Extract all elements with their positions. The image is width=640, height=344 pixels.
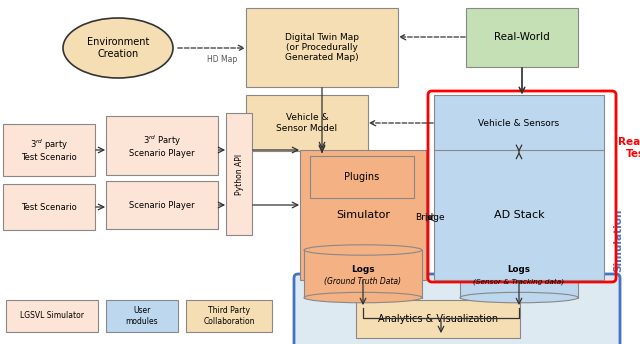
Text: Python API: Python API: [234, 153, 243, 195]
Text: User
modules: User modules: [125, 306, 158, 326]
Text: Logs: Logs: [508, 265, 531, 273]
Text: LGSVL Simulator: LGSVL Simulator: [20, 312, 84, 321]
Text: Bridge: Bridge: [415, 214, 445, 223]
Ellipse shape: [63, 18, 173, 78]
FancyBboxPatch shape: [310, 156, 414, 198]
FancyBboxPatch shape: [106, 181, 218, 229]
FancyBboxPatch shape: [466, 8, 578, 67]
Text: Logs: Logs: [351, 265, 375, 273]
FancyBboxPatch shape: [356, 300, 520, 338]
Text: Third Party
Collaboration: Third Party Collaboration: [204, 306, 255, 326]
Ellipse shape: [304, 245, 422, 255]
Text: Digital Twin Map
(or Procedurally
Generated Map): Digital Twin Map (or Procedurally Genera…: [285, 33, 359, 62]
Text: Test Scenario: Test Scenario: [21, 203, 77, 212]
FancyBboxPatch shape: [3, 124, 95, 176]
Ellipse shape: [460, 292, 578, 303]
FancyBboxPatch shape: [226, 113, 252, 235]
FancyBboxPatch shape: [186, 300, 272, 332]
Text: Analytics & Visualization: Analytics & Visualization: [378, 314, 498, 324]
Text: (Sensor & Tracking data): (Sensor & Tracking data): [474, 279, 564, 285]
FancyBboxPatch shape: [246, 8, 398, 87]
Text: Vehicle &
Sensor Model: Vehicle & Sensor Model: [276, 113, 337, 133]
Text: Scenario Player: Scenario Player: [129, 201, 195, 209]
Ellipse shape: [460, 245, 578, 255]
Ellipse shape: [304, 292, 422, 303]
FancyBboxPatch shape: [434, 150, 604, 280]
Text: (Ground Truth Data): (Ground Truth Data): [324, 277, 401, 286]
Text: Real Road
Testing: Real Road Testing: [618, 137, 640, 159]
FancyBboxPatch shape: [294, 274, 620, 344]
FancyBboxPatch shape: [300, 150, 426, 280]
FancyBboxPatch shape: [434, 95, 604, 151]
Text: Vehicle & Sensors: Vehicle & Sensors: [479, 118, 559, 128]
Bar: [460, 250, 578, 298]
Text: Simulator: Simulator: [336, 210, 390, 220]
FancyBboxPatch shape: [246, 95, 368, 151]
Text: 3$^{rd}$ party
Test Scenario: 3$^{rd}$ party Test Scenario: [21, 138, 77, 162]
Text: AD Stack: AD Stack: [493, 210, 544, 220]
FancyBboxPatch shape: [106, 300, 178, 332]
Text: Simulation: Simulation: [613, 208, 623, 272]
FancyBboxPatch shape: [106, 116, 218, 175]
Text: 3$^{rd}$ Party
Scenario Player: 3$^{rd}$ Party Scenario Player: [129, 133, 195, 158]
Text: Plugins: Plugins: [344, 172, 380, 182]
Text: Environment
Creation: Environment Creation: [87, 37, 149, 59]
FancyBboxPatch shape: [6, 300, 98, 332]
Text: Real-World: Real-World: [494, 32, 550, 43]
Text: HD Map: HD Map: [207, 55, 237, 64]
FancyBboxPatch shape: [3, 184, 95, 230]
Bar: [304, 250, 422, 298]
